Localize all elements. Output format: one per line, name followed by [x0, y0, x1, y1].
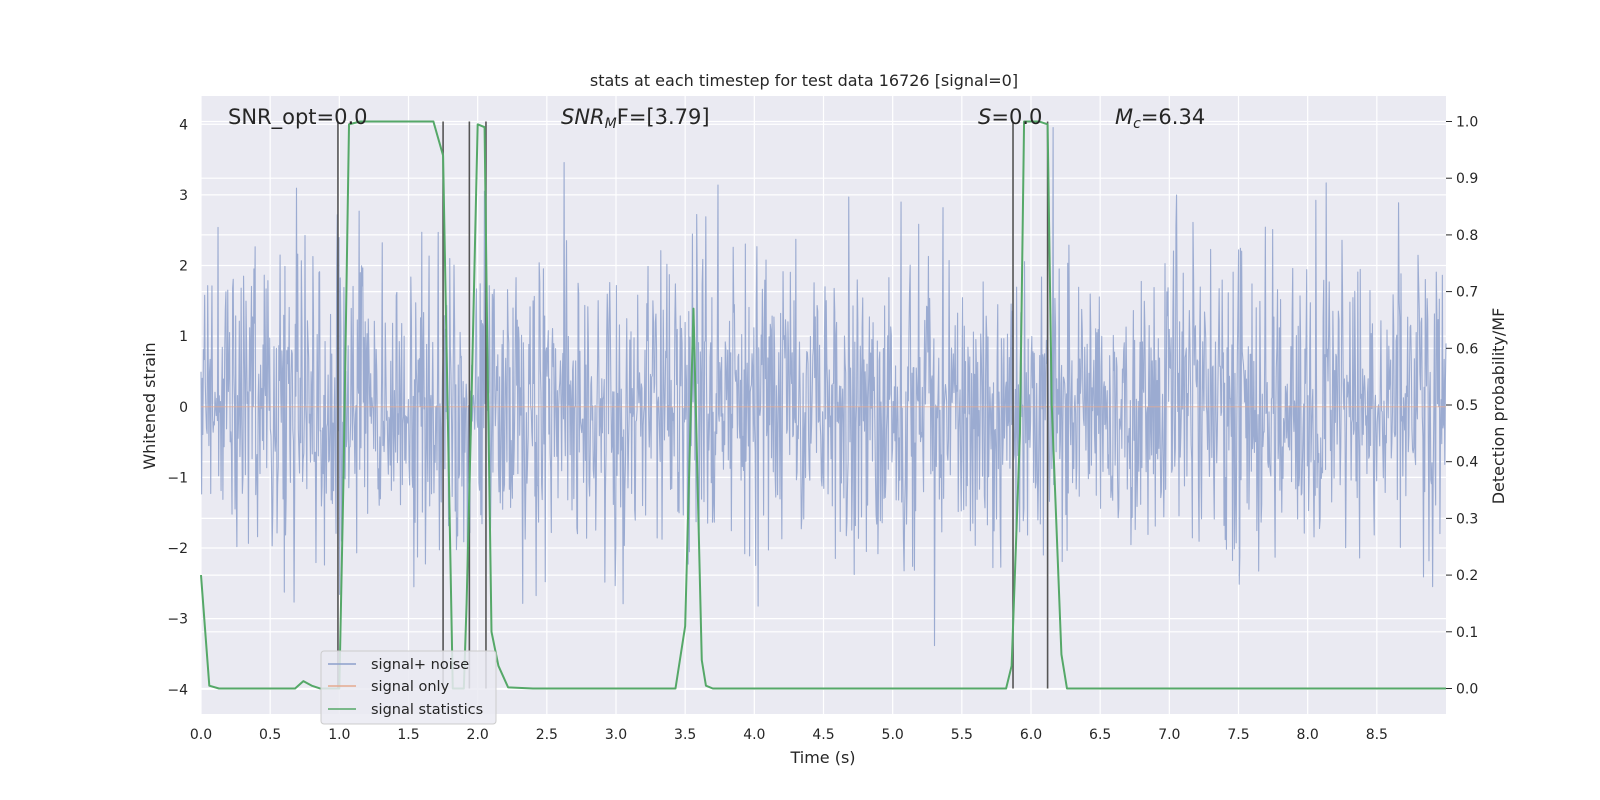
annotation-s: S=0.0 [978, 105, 1042, 129]
grid [200, 96, 1446, 714]
y-tick-label: 0 [179, 400, 188, 416]
signal-statistics-series [200, 120, 1446, 690]
x-tick-label: 3.0 [605, 727, 627, 743]
y2-tick-label: 0.3 [1456, 511, 1478, 527]
x-axis-ticks: 0.0 0.5 1.0 1.5 2.0 2.5 3.0 3.5 4.0 4.5 5.0 5.5 6.0 6… [190, 727, 1388, 743]
legend: signal+ noise signal only signal statist… [320, 650, 497, 725]
y-tick-label: −3 [167, 612, 188, 628]
y-tick-label: 1 [179, 329, 188, 345]
y2-tick-label: 1.0 [1456, 115, 1478, 131]
x-tick-label: 8.5 [1366, 727, 1388, 743]
x-tick-label: 8.0 [1297, 727, 1319, 743]
x-tick-label: 2.5 [536, 727, 558, 743]
signal-noise-line [200, 127, 1447, 647]
annotation-snr-opt: SNR_opt=0.0 [228, 105, 368, 130]
x-tick-label: 0.0 [190, 727, 212, 743]
x-tick-label: 4.0 [743, 727, 765, 743]
y-tick-label: 2 [179, 259, 188, 275]
y2-axis-label: Detection probability/MF [1489, 308, 1508, 505]
y-tick-label: −2 [167, 541, 188, 557]
x-tick-label: 7.0 [1158, 727, 1180, 743]
annotation-mc-rest: =6.34 [1141, 105, 1205, 129]
x-tick-label: 6.0 [1020, 727, 1042, 743]
y2-tick-label: 0.9 [1456, 171, 1478, 187]
x-axis-label: Time (s) [789, 748, 855, 767]
y-tick-label: 3 [179, 188, 188, 204]
annotation-snr-mf-rest: F=[3.79] [617, 105, 710, 129]
x-tick-label: 0.5 [259, 727, 281, 743]
x-tick-label: 5.0 [882, 727, 904, 743]
y-tick-label: −1 [167, 470, 188, 486]
y-tick-label: 4 [179, 117, 188, 133]
legend-label-signal-statistics: signal statistics [371, 702, 483, 718]
annotation-s-rest: =0.0 [991, 105, 1042, 129]
x-tick-label: 7.5 [1227, 727, 1249, 743]
x-tick-label: 4.5 [812, 727, 834, 743]
x-tick-label: 2.0 [467, 727, 489, 743]
x-tick-label: 3.5 [674, 727, 696, 743]
annotation-mc-sub: c [1133, 116, 1141, 132]
annotation-s-var: S [978, 105, 991, 129]
x-tick-label: 6.5 [1089, 727, 1111, 743]
y-tick-label: −4 [167, 682, 188, 698]
annotation-snr-mf-base: SNR [561, 105, 605, 129]
annotation-snr-mf-sub: M [605, 116, 617, 132]
y2-tick-label: 0.6 [1456, 341, 1478, 357]
y2-tick-label: 0.0 [1456, 681, 1478, 697]
legend-label-signal-noise: signal+ noise [371, 657, 469, 673]
annotation-mc: Mc=6.34 [1115, 105, 1205, 132]
y2-tick-label: 0.7 [1456, 285, 1478, 301]
y2-tick-label: 0.8 [1456, 228, 1478, 244]
x-tick-label: 1.5 [397, 727, 419, 743]
y2-axis-ticks: 1.0 0.9 0.8 0.7 0.6 0.5 0.4 0.3 0.2 0.1 0.0 [1446, 115, 1478, 697]
y2-tick-label: 0.1 [1456, 625, 1478, 641]
vertical-markers [337, 121, 1049, 689]
signal-noise-series [200, 127, 1447, 647]
y2-tick-label: 0.4 [1456, 455, 1478, 471]
legend-label-signal-only: signal only [371, 679, 450, 695]
annotation-mc-base: M [1115, 105, 1133, 129]
y-axis-ticks: 4 3 2 1 0 −1 −2 −3 −4 [167, 117, 188, 698]
chart-title: stats at each timestep for test data 167… [590, 71, 1018, 90]
y-axis-label: Whitened strain [140, 342, 159, 469]
y2-tick-label: 0.5 [1456, 398, 1478, 414]
annotation-snr-mf: SNRMF=[3.79] [561, 105, 710, 132]
x-tick-label: 1.0 [328, 727, 350, 743]
y2-tick-label: 0.2 [1456, 568, 1478, 584]
legend-box [320, 650, 497, 725]
x-tick-label: 5.5 [951, 727, 973, 743]
signal-statistics-line [200, 120, 1446, 690]
